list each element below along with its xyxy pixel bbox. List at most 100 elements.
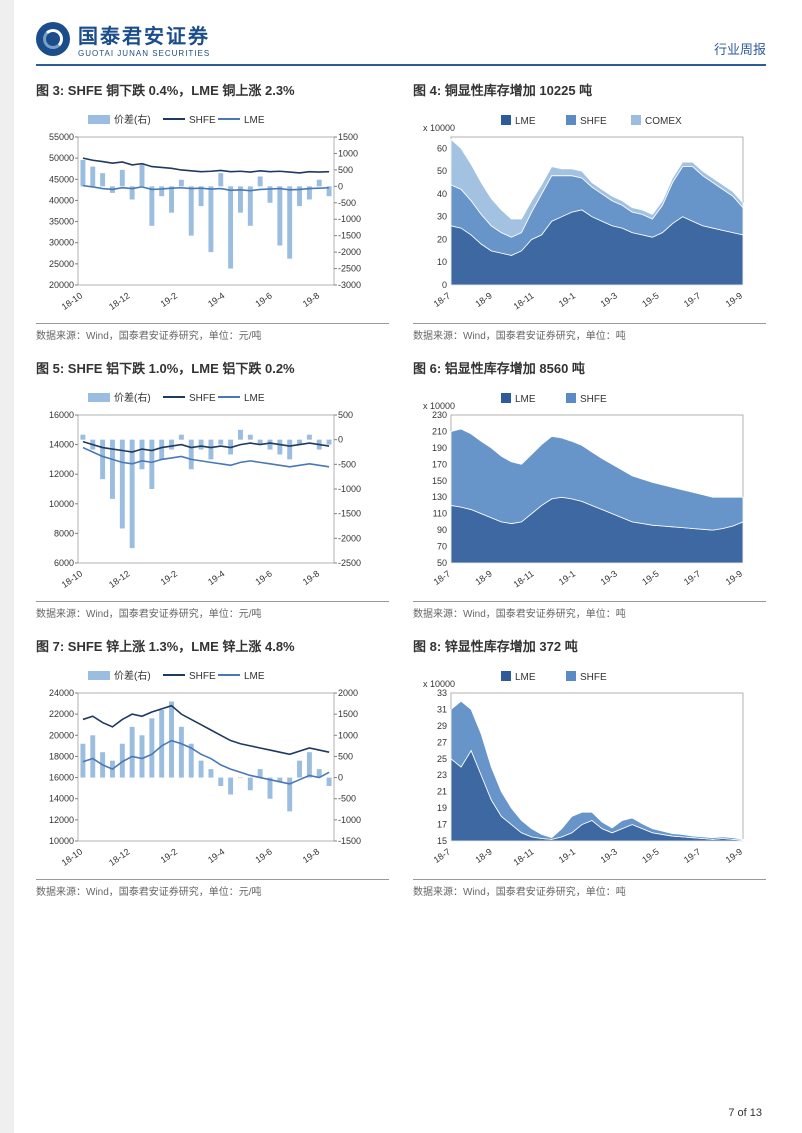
svg-text:50: 50 (437, 166, 447, 176)
svg-text:19-4: 19-4 (206, 290, 226, 309)
chart-fig4: 图 4: 铜显性库存增加 10225 吨LMESHFECOMEXx 100000… (413, 80, 766, 342)
svg-text:19-1: 19-1 (557, 568, 577, 587)
svg-text:70: 70 (437, 542, 447, 552)
chart-title: 图 8: 锌显性库存增加 372 吨 (413, 636, 766, 655)
svg-text:18-10: 18-10 (60, 290, 85, 311)
chart-fig8: 图 8: 锌显性库存增加 372 吨LMESHFEx 1000015171921… (413, 636, 766, 898)
svg-text:-1000: -1000 (338, 815, 361, 825)
svg-text:30: 30 (437, 212, 447, 222)
svg-text:-2000: -2000 (338, 533, 361, 543)
svg-text:0: 0 (338, 773, 343, 783)
svg-text:SHFE: SHFE (580, 394, 607, 405)
chart-source: 数据来源：Wind，国泰君安证券研究，单位：吨 (413, 879, 766, 898)
company-name-cn: 国泰君安证券 (78, 20, 210, 49)
svg-text:LME: LME (244, 671, 265, 682)
svg-text:18-10: 18-10 (60, 568, 85, 589)
svg-text:21: 21 (437, 787, 447, 797)
chart-title: 图 4: 铜显性库存增加 10225 吨 (413, 80, 766, 99)
svg-text:0: 0 (338, 435, 343, 445)
svg-text:18-12: 18-12 (107, 568, 132, 589)
svg-text:1500: 1500 (338, 132, 358, 142)
svg-text:23: 23 (437, 770, 447, 780)
svg-text:19-6: 19-6 (253, 568, 273, 587)
svg-text:18-12: 18-12 (107, 290, 132, 311)
svg-text:25000: 25000 (49, 259, 74, 269)
svg-text:19-2: 19-2 (159, 290, 179, 309)
svg-text:31: 31 (437, 704, 447, 714)
svg-text:-1500: -1500 (338, 509, 361, 519)
svg-text:1000: 1000 (338, 148, 358, 158)
svg-text:19-3: 19-3 (599, 568, 619, 587)
svg-text:-1500: -1500 (338, 836, 361, 846)
chart-source: 数据来源：Wind，国泰君安证券研究，单位：元/吨 (36, 879, 389, 898)
svg-text:-3000: -3000 (338, 280, 361, 290)
svg-text:COMEX: COMEX (645, 116, 682, 127)
svg-text:SHFE: SHFE (189, 671, 216, 682)
svg-text:35000: 35000 (49, 217, 74, 227)
svg-text:-1000: -1000 (338, 214, 361, 224)
chart-title: 图 7: SHFE 锌上涨 1.3%，LME 锌上涨 4.8% (36, 636, 389, 655)
svg-text:10000: 10000 (49, 499, 74, 509)
logo-icon (36, 22, 70, 56)
svg-text:LME: LME (244, 393, 265, 404)
svg-text:19-6: 19-6 (253, 290, 273, 309)
svg-text:12000: 12000 (49, 815, 74, 825)
svg-text:19: 19 (437, 803, 447, 813)
doc-type: 行业周报 (714, 39, 766, 58)
svg-text:18-9: 18-9 (473, 568, 493, 587)
svg-text:19-9: 19-9 (724, 568, 744, 587)
svg-text:190: 190 (432, 443, 447, 453)
svg-text:29: 29 (437, 721, 447, 731)
svg-text:17: 17 (437, 820, 447, 830)
svg-text:60: 60 (437, 143, 447, 153)
svg-text:500: 500 (338, 751, 353, 761)
svg-text:-1500: -1500 (338, 231, 361, 241)
chart-title: 图 3: SHFE 铜下跌 0.4%，LME 铜上涨 2.3% (36, 80, 389, 99)
svg-text:2000: 2000 (338, 688, 358, 698)
svg-text:19-1: 19-1 (557, 846, 577, 865)
svg-text:19-8: 19-8 (301, 568, 321, 587)
svg-text:19-8: 19-8 (301, 290, 321, 309)
svg-text:LME: LME (515, 116, 536, 127)
chart-canvas: LMESHFEx 1000050709011013015017019021023… (413, 387, 766, 597)
svg-text:19-2: 19-2 (159, 846, 179, 865)
svg-text:18-9: 18-9 (473, 290, 493, 309)
svg-text:-500: -500 (338, 794, 356, 804)
page-header: 国泰君安证券 GUOTAI JUNAN SECURITIES 行业周报 (36, 20, 766, 66)
svg-text:19-4: 19-4 (206, 846, 226, 865)
svg-text:18-7: 18-7 (432, 568, 452, 587)
svg-text:0: 0 (338, 181, 343, 191)
chart-fig7: 图 7: SHFE 锌上涨 1.3%，LME 锌上涨 4.8% 价差(右) SHFE… (36, 636, 389, 898)
svg-text:19-9: 19-9 (724, 290, 744, 309)
svg-text:10: 10 (437, 257, 447, 267)
svg-text:x 10000: x 10000 (423, 123, 455, 133)
svg-text:SHFE: SHFE (189, 115, 216, 126)
chart-source: 数据来源：Wind，国泰君安证券研究，单位：元/吨 (36, 323, 389, 342)
svg-text:14000: 14000 (49, 794, 74, 804)
svg-text:价差(右): 价差(右) (114, 669, 151, 682)
svg-text:110: 110 (433, 509, 447, 519)
chart-title: 图 5: SHFE 铝下跌 1.0%，LME 铝下跌 0.2% (36, 358, 389, 377)
svg-text:SHFE: SHFE (580, 116, 607, 127)
svg-text:19-3: 19-3 (599, 290, 619, 309)
svg-text:30000: 30000 (49, 238, 74, 248)
chart-title: 图 6: 铝显性库存增加 8560 吨 (413, 358, 766, 377)
svg-text:-2000: -2000 (338, 247, 361, 257)
svg-text:20000: 20000 (49, 730, 74, 740)
svg-text:230: 230 (432, 410, 447, 420)
chart-source: 数据来源：Wind，国泰君安证券研究，单位：吨 (413, 601, 766, 620)
svg-text:40: 40 (437, 189, 447, 199)
svg-text:18-7: 18-7 (432, 846, 452, 865)
svg-text:16000: 16000 (49, 410, 74, 420)
svg-text:24000: 24000 (49, 688, 74, 698)
svg-text:18-12: 18-12 (107, 846, 132, 867)
side-margin (0, 0, 14, 1133)
svg-text:50000: 50000 (49, 153, 74, 163)
svg-text:19-6: 19-6 (253, 846, 273, 865)
svg-text:12000: 12000 (49, 469, 74, 479)
svg-text:18-11: 18-11 (512, 290, 536, 311)
svg-text:-2500: -2500 (338, 264, 361, 274)
svg-text:8000: 8000 (54, 528, 74, 538)
svg-text:20: 20 (437, 234, 447, 244)
svg-text:170: 170 (432, 459, 447, 469)
